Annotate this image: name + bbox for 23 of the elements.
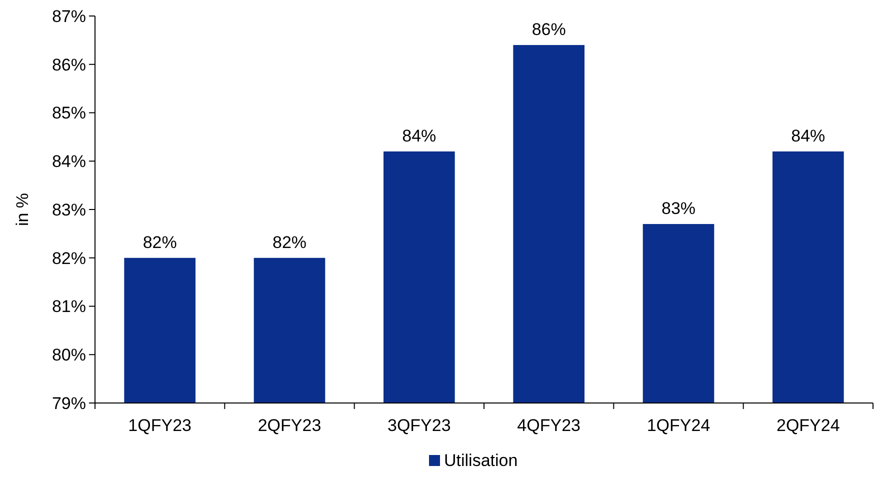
y-tick-label: 86% <box>52 55 86 74</box>
y-tick-label: 84% <box>52 152 86 172</box>
data-label: 84% <box>402 126 436 146</box>
y-tick-label: 79% <box>52 394 86 413</box>
x-tick-label: 2QFY23 <box>258 416 322 435</box>
legend-label: Utilisation <box>444 451 518 470</box>
y-tick-label: 81% <box>52 297 86 316</box>
y-tick-label: 85% <box>52 104 86 123</box>
y-tick-label: 80% <box>52 346 86 365</box>
x-tick-label: 1QFY23 <box>128 416 192 435</box>
y-axis-title: in % <box>13 192 32 226</box>
y-tick-label: 83% <box>52 200 86 220</box>
x-tick-label: 2QFY24 <box>776 416 840 435</box>
data-label: 84% <box>791 126 826 146</box>
x-tick-label: 1QFY24 <box>646 416 710 435</box>
x-tick-label: 3QFY23 <box>388 416 451 435</box>
data-label: 86% <box>532 20 566 40</box>
data-label: 82% <box>142 232 177 252</box>
y-tick-label: 87% <box>52 6 86 26</box>
x-tick-label: 4QFY23 <box>517 416 580 435</box>
data-label: 83% <box>661 199 696 218</box>
data-label: 82% <box>272 232 307 252</box>
y-tick-label: 82% <box>52 248 86 268</box>
